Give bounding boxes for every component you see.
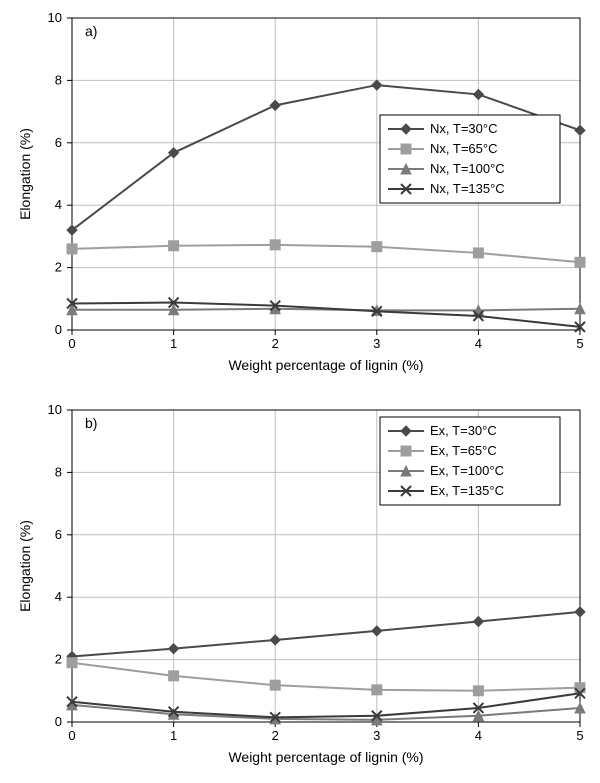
x-tick-label: 5 [576,336,583,351]
panel-tag: a) [85,23,97,39]
x-tick-label: 0 [68,728,75,743]
x-axis-label: Weight percentage of lignin (%) [228,749,423,765]
x-tick-label: 0 [68,336,75,351]
legend-label: Nx, T=65°C [430,141,497,156]
panel-b: 0 2 4 6 8 10 0 1 2 3 4 5 Weight percentage of lignin… [0,392,600,772]
series-line [72,245,580,262]
y-tick-label: 10 [48,402,62,417]
legend-label: Ex, T=100°C [430,463,504,478]
y-tick-label: 8 [55,464,62,479]
panel-a: 0 2 4 6 8 10 0 1 2 3 4 5 Weight percentage of lignin… [0,0,600,380]
y-tick-label: 6 [55,527,62,542]
legend-label: Nx, T=100°C [430,161,505,176]
y-axis-label: Elongation (%) [17,520,33,612]
y-tick-label: 2 [55,652,62,667]
legend-label: Ex, T=65°C [430,443,497,458]
x-axis-label: Weight percentage of lignin (%) [228,357,423,373]
figure: { "layout": { "width": 600, "height": 78… [0,0,600,783]
x-tick-label: 4 [475,336,482,351]
x-tick-label: 5 [576,728,583,743]
y-tick-label: 2 [55,260,62,275]
series-line [72,612,580,657]
panel-b-svg: 0 2 4 6 8 10 0 1 2 3 4 5 Weight percentage of lignin… [0,392,600,772]
x-tick-label: 3 [373,336,380,351]
x-tick-label: 2 [272,728,279,743]
y-tick-label: 10 [48,10,62,25]
x-tick-label: 1 [170,728,177,743]
legend-label: Ex, T=135°C [430,483,504,498]
series-line [72,663,580,691]
series-line [72,303,580,327]
y-tick-label: 6 [55,135,62,150]
series-line [72,705,580,720]
x-tick-label: 4 [475,728,482,743]
y-tick-label: 0 [55,714,62,729]
legend-label: Ex, T=30°C [430,423,497,438]
y-axis-label: Elongation (%) [17,128,33,220]
panel-tag: b) [85,415,97,431]
x-tick-label: 3 [373,728,380,743]
y-tick-label: 4 [55,197,62,212]
x-tick-label: 2 [272,336,279,351]
panel-a-svg: 0 2 4 6 8 10 0 1 2 3 4 5 Weight percentage of lignin… [0,0,600,380]
legend-label: Nx, T=135°C [430,181,505,196]
legend-label: Nx, T=30°C [430,121,497,136]
y-tick-label: 0 [55,322,62,337]
y-tick-label: 8 [55,72,62,87]
x-tick-label: 1 [170,336,177,351]
y-tick-label: 4 [55,589,62,604]
